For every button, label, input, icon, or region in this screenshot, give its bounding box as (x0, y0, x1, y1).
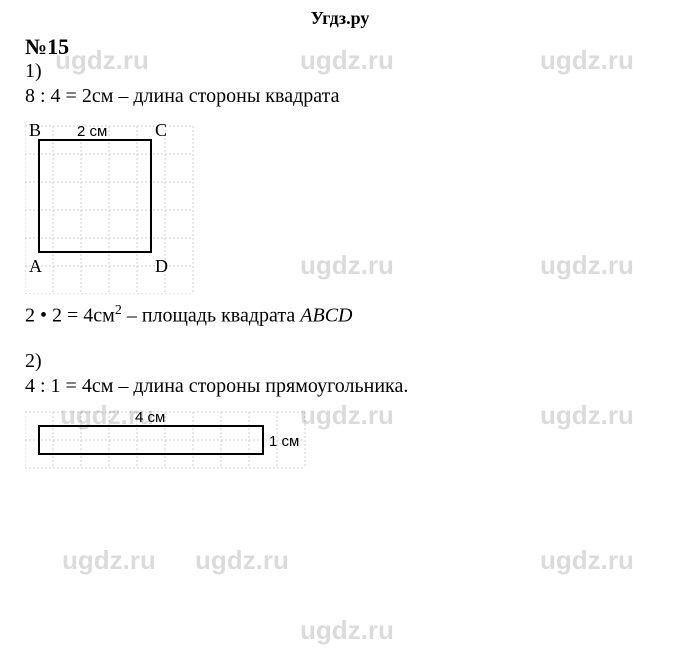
rect-svg: 4 см 1 см (25, 404, 355, 474)
vertex-c: C (155, 120, 167, 140)
part1-answer: 2 • 2 = 4см2 – площадь квадрата ABCD (0, 303, 680, 328)
watermark: ugdz.ru (540, 545, 634, 576)
part1-number: 1) (0, 60, 680, 83)
watermark: ugdz.ru (195, 545, 289, 576)
part2-calc: 4 : 1 = 4см – длина стороны прямоугольни… (0, 375, 680, 398)
watermark: ugdz.ru (300, 615, 394, 646)
square-figure: B C A D 2 см (0, 114, 680, 299)
ans1-pre: 2 • 2 = 4см (25, 305, 115, 327)
problem-number: №15 (0, 34, 680, 60)
rect-figure: 4 см 1 см (0, 404, 680, 479)
ans1-var: ABCD (300, 305, 352, 327)
vertex-b: B (29, 120, 41, 140)
part1-calc: 8 : 4 = 2см – длина стороны квадрата (0, 85, 680, 108)
vertex-a: A (29, 256, 42, 276)
watermark: ugdz.ru (62, 545, 156, 576)
square-dim: 2 см (77, 123, 107, 140)
site-header: Угдз.ру (0, 0, 680, 29)
rect-dim-h: 1 см (269, 433, 299, 450)
ans1-sup: 2 (115, 303, 122, 318)
square-shape (39, 140, 151, 252)
vertex-d: D (155, 256, 168, 276)
rect-dim-w: 4 см (135, 409, 165, 426)
square-svg: B C A D 2 см (25, 114, 225, 294)
ans1-post: – площадь квадрата (122, 305, 300, 327)
part2-number: 2) (0, 350, 680, 373)
